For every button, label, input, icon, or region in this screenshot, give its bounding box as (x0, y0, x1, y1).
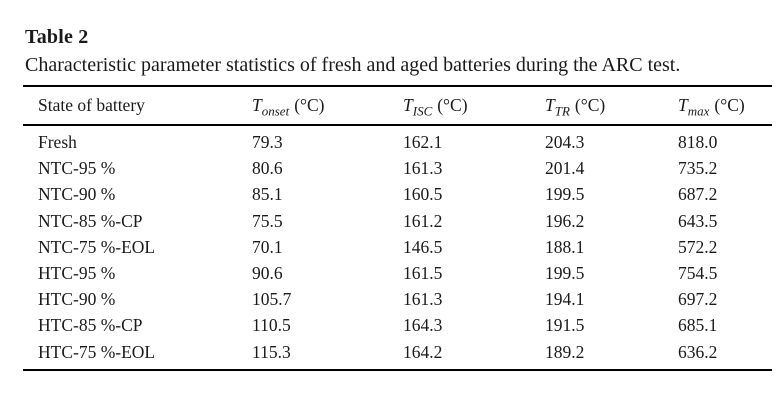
unit-label: (°C) (574, 94, 606, 115)
table-row: NTC-75 %-EOL 70.1 146.5 188.1 572.2 (23, 234, 772, 260)
t-subscript: onset (261, 103, 290, 118)
cell-value: 161.3 (403, 289, 443, 310)
cell-value: 188.1 (545, 236, 585, 257)
row-label: NTC-85 %-CP (38, 210, 143, 231)
cell-value: 204.3 (545, 132, 585, 153)
column-header-t-tr: TTR (°C) (545, 85, 678, 126)
cell-value: 735.2 (678, 158, 718, 179)
unit-label: (°C) (714, 94, 745, 115)
header-row: State of battery Tonset (°C) TISC (°C) TTR… (23, 85, 772, 126)
cell-value: 196.2 (545, 210, 585, 231)
cell-value: 201.4 (545, 158, 585, 179)
cell-value: 199.5 (545, 263, 585, 284)
cell-value: 161.3 (403, 158, 443, 179)
cell-value: 70.1 (252, 236, 283, 257)
table-row: HTC-95 % 90.6 161.5 199.5 754.5 (23, 260, 772, 286)
row-label: Fresh (38, 132, 77, 153)
cell-value: 160.5 (403, 184, 443, 205)
cell-value: 687.2 (678, 184, 718, 205)
unit-label: (°C) (294, 94, 325, 115)
row-label: HTC-75 %-EOL (38, 341, 156, 362)
cell-value: 161.2 (403, 210, 443, 231)
parameters-table: State of battery Tonset (°C) TISC (°C) TTR… (23, 84, 772, 372)
cell-value: 685.1 (678, 315, 718, 336)
table-row: HTC-90 % 105.7 161.3 194.1 697.2 (23, 287, 772, 313)
cell-value: 818.0 (678, 132, 718, 153)
cell-value: 90.6 (252, 263, 283, 284)
cell-value: 164.2 (403, 341, 443, 362)
cell-value: 161.5 (403, 263, 443, 284)
cell-value: 110.5 (252, 315, 291, 336)
row-label: HTC-90 % (38, 289, 116, 310)
t-symbol: T (678, 94, 688, 115)
cell-value: 189.2 (545, 341, 585, 362)
cell-value: 85.1 (252, 184, 283, 205)
cell-value: 697.2 (678, 289, 718, 310)
cell-value: 572.2 (678, 236, 718, 257)
table-row: HTC-85 %-CP 110.5 164.3 191.5 685.1 (23, 313, 772, 339)
table-row: NTC-85 %-CP 75.5 161.2 196.2 643.5 (23, 208, 772, 234)
column-header-t-isc: TISC (°C) (403, 85, 545, 126)
t-subscript: ISC (412, 103, 433, 118)
column-header-state-of-battery: State of battery (23, 85, 252, 126)
row-label: HTC-95 % (38, 263, 116, 284)
cell-value: 191.5 (545, 315, 585, 336)
cell-value: 199.5 (545, 184, 585, 205)
cell-value: 80.6 (252, 158, 283, 179)
cell-value: 115.3 (252, 341, 291, 362)
row-label: NTC-90 % (38, 184, 116, 205)
cell-value: 79.3 (252, 132, 283, 153)
cell-value: 146.5 (403, 236, 443, 257)
t-subscript: max (687, 103, 710, 118)
cell-value: 75.5 (252, 210, 283, 231)
table-row: NTC-90 % 85.1 160.5 199.5 687.2 (23, 182, 772, 208)
cell-value: 754.5 (678, 263, 718, 284)
table-row: HTC-75 %-EOL 115.3 164.2 189.2 636.2 (23, 339, 772, 370)
cell-value: 164.3 (403, 315, 443, 336)
cell-value: 643.5 (678, 210, 718, 231)
unit-label: (°C) (437, 94, 468, 115)
table-row: NTC-95 % 80.6 161.3 201.4 735.2 (23, 156, 772, 182)
cell-value: 105.7 (252, 289, 292, 310)
cell-value: 194.1 (545, 289, 585, 310)
table-row: Fresh 79.3 162.1 204.3 818.0 (23, 125, 772, 156)
t-symbol: T (403, 94, 413, 115)
t-subscript: TR (554, 103, 570, 118)
row-label: HTC-85 %-CP (38, 315, 143, 336)
table-number-title: Table 2 (25, 26, 89, 48)
t-symbol: T (252, 94, 262, 115)
row-label: NTC-75 %-EOL (38, 236, 156, 257)
column-header-t-max: Tmax (°C) (678, 85, 772, 126)
table-caption: Characteristic parameter statistics of f… (25, 54, 681, 76)
cell-value: 162.1 (403, 132, 443, 153)
cell-value: 636.2 (678, 341, 718, 362)
row-label: NTC-95 % (38, 158, 116, 179)
column-header-t-onset: Tonset (°C) (252, 85, 403, 126)
t-symbol: T (545, 94, 555, 115)
